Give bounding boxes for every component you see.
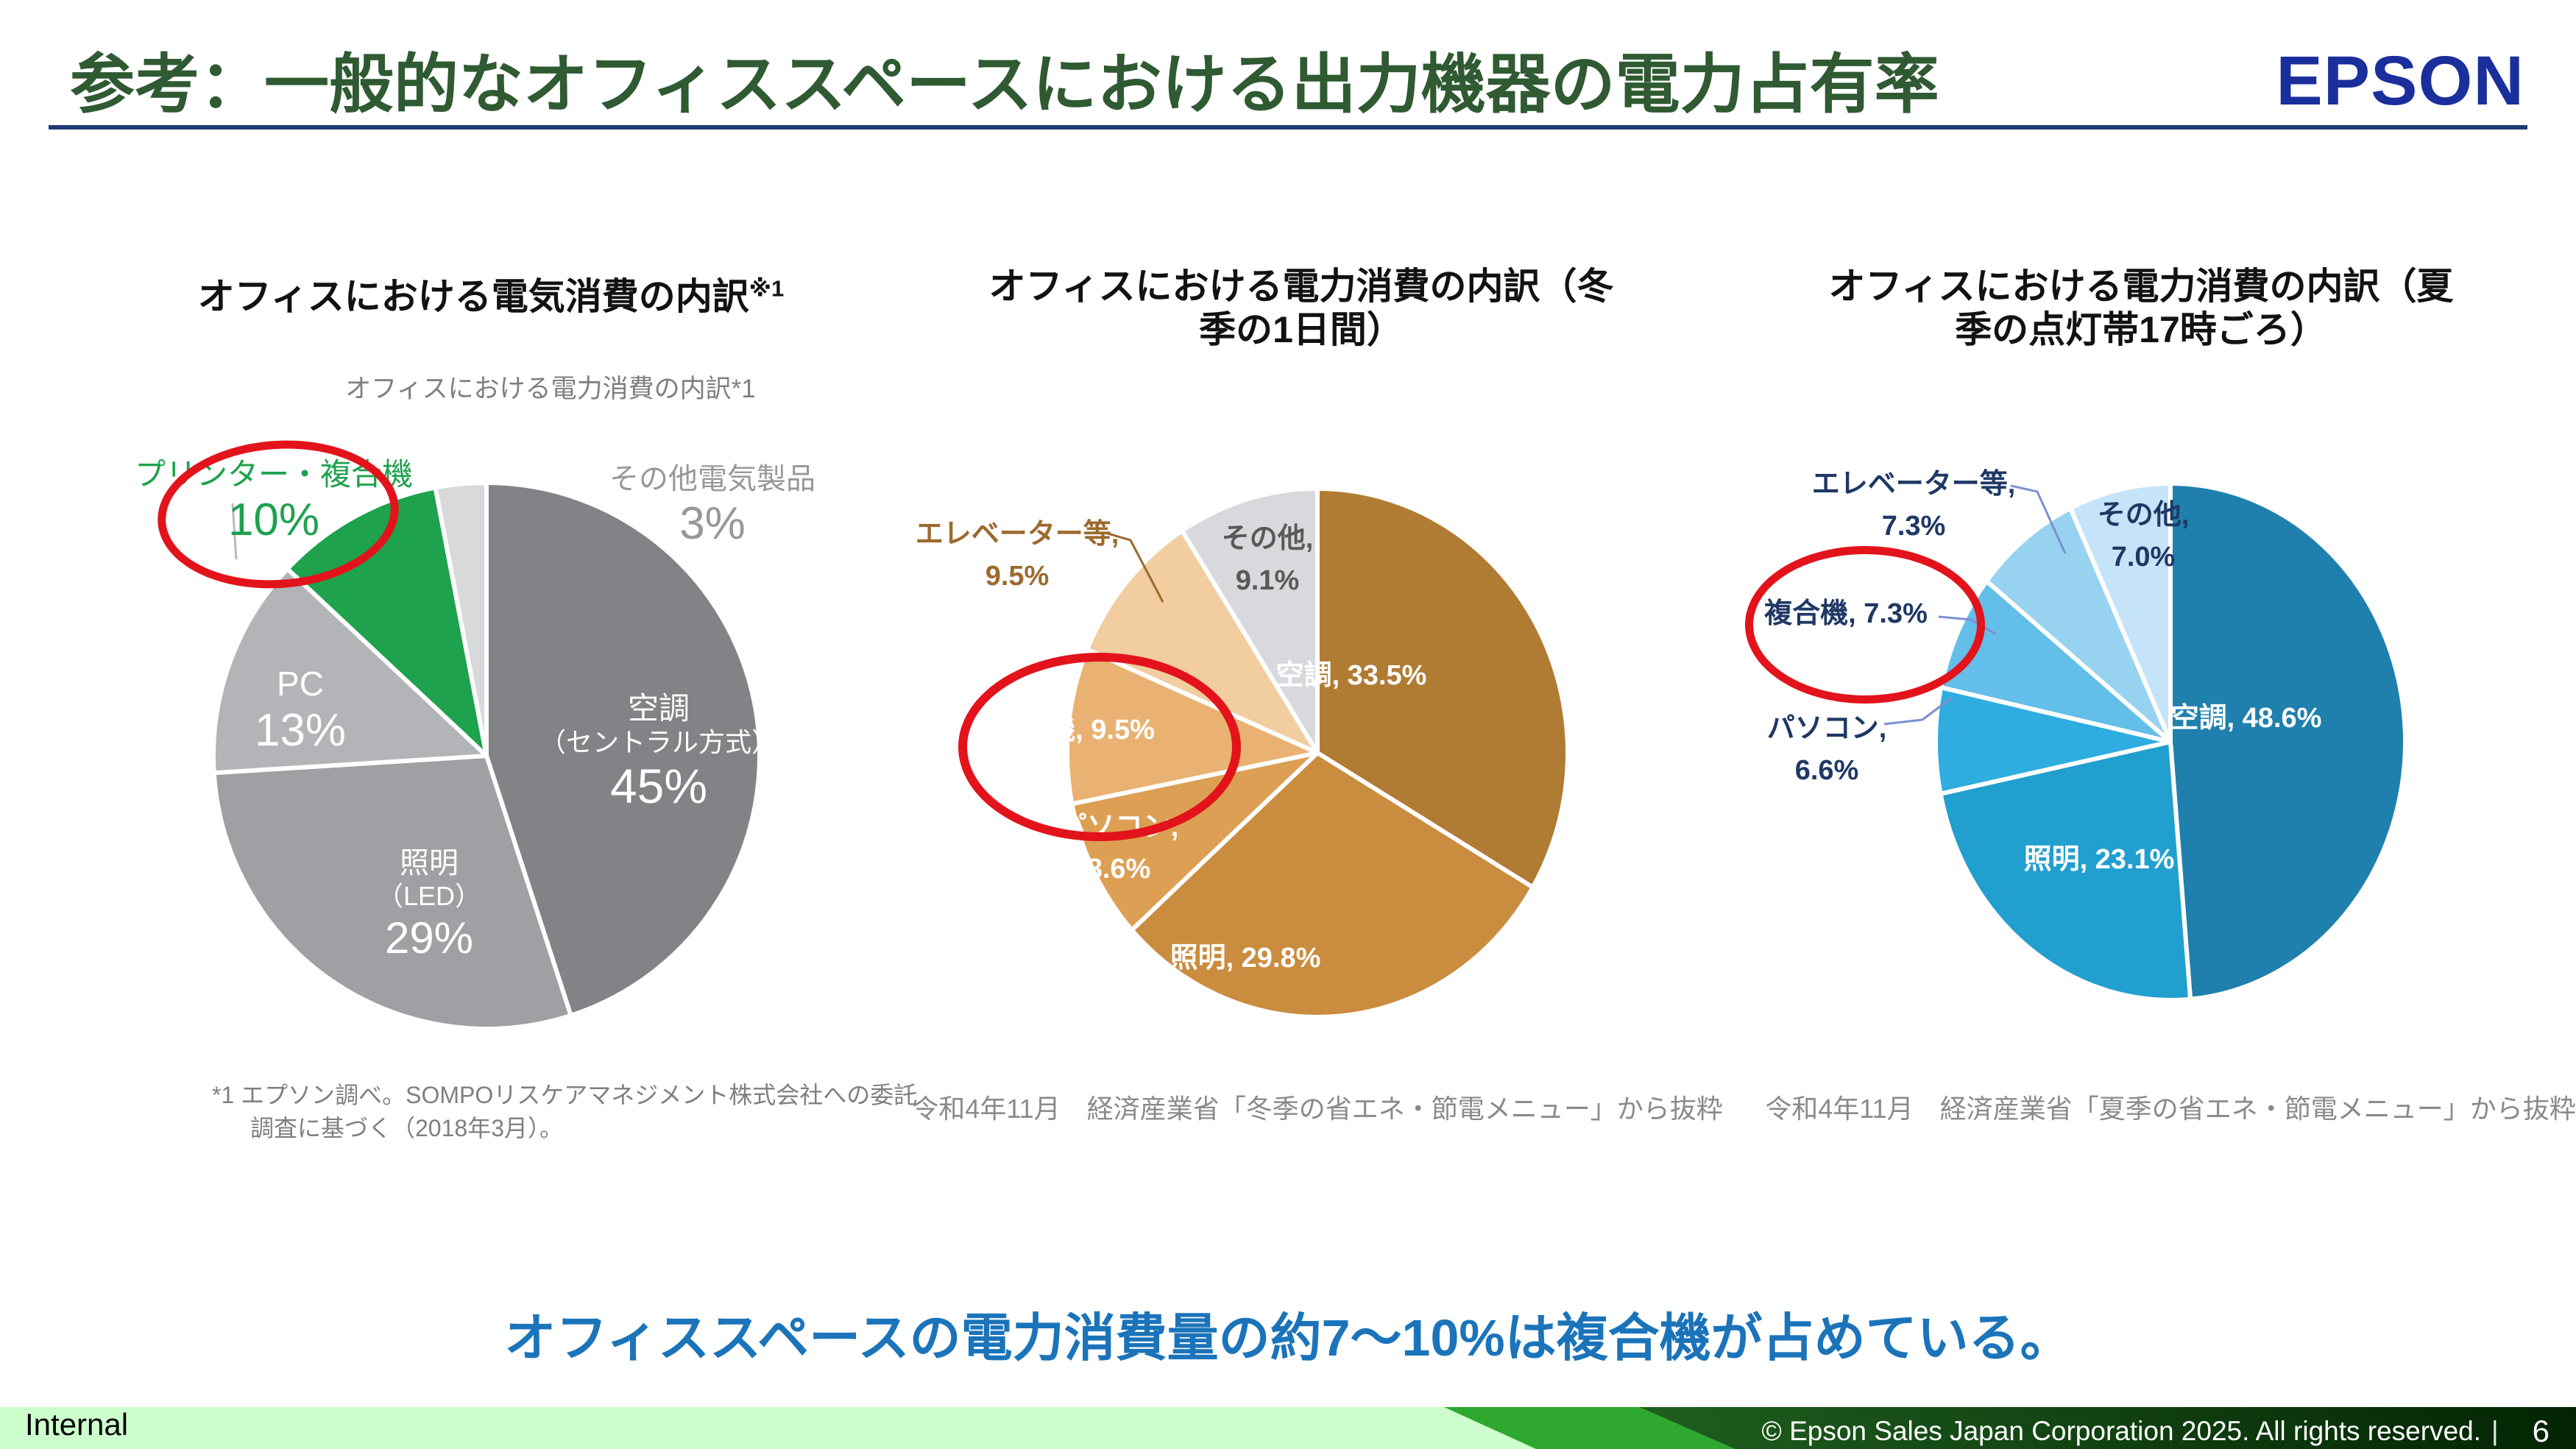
chart-1-label-aircon-line: 空調 [627,691,690,726]
chart3-title-line1: オフィスにおける電力消費の内訳（夏 [1828,266,2454,307]
chart-2-label-other-line: 9.1% [1235,565,1300,596]
chart-3-label-pc-line: 6.6% [1794,755,1859,786]
chart-2-label-aircon-line: 空調, 33.5% [1275,660,1427,691]
chart-2-leader-line-0 [1105,531,1164,603]
chart-2-label-elevator-line: 9.5% [985,561,1050,592]
chart-3-label-pc: パソコン, 6.6% [1767,708,1887,792]
chart-1-label-aircon-line: 45% [609,759,708,814]
chart1-footnote: *1 エプソン調べ。SOMPOリスケアマネジメント株式会社への委託 調査に基づく… [212,1079,917,1145]
chart-3-label-pc-line: パソコン, [1766,713,1887,744]
chart-2-label-elevator: エレベーター等, 9.5% [916,514,1119,598]
chart-3-pie [1883,481,2407,1003]
chart-1-label-printer-mfp-line: 10% [227,494,320,545]
chart-1-label-pc-line: PC [277,665,324,703]
chart-2-label-pc-line: 8.6% [1086,854,1151,885]
title-underline [49,125,2527,130]
footer-band [0,1407,2576,1449]
footer-copyright: © Epson Sales Japan Corporation 2025. Al… [1762,1414,2550,1449]
chart-1-slice-lighting [211,754,573,1031]
chart-3-slice-aircon [2168,481,2407,1002]
chart-3-label-lighting-line: 照明, 23.1% [2023,844,2175,875]
chart-1-slice-aircon [484,481,762,1018]
chart2-title-line2: 季の1日間） [1199,309,1404,350]
chart-1-label-other-line: その他電気製品 [609,463,815,495]
chart1-subtitle: オフィスにおける電力消費の内訳*1 [345,375,756,403]
chart-1-label-aircon-line: （セントラル方式） [539,726,779,757]
chart-2-label-other: その他, 9.1% [1222,518,1314,602]
chart-2-slice-aircon [1315,486,1570,890]
chart-1-label-lighting-line: 照明 [399,847,459,879]
chart-1-label-lighting-line: 29% [384,913,474,963]
chart2-title-line1: オフィスにおける電力消費の内訳（冬 [988,266,1614,307]
chart-3-slice-other [2068,481,2173,744]
footer-bright-green-stripe [1444,1407,1735,1449]
chart-1-label-pc: PC 13% [255,664,346,757]
chart-2-label-lighting-line: 照明, 29.8% [1170,943,1321,974]
chart-1-slice-printer-mfp [285,485,489,758]
chart-3-slice-elevator [1984,506,2173,744]
chart-3-label-elevator: エレベーター等, 7.3% [1812,464,2016,548]
chart1-title: オフィスにおける電気消費の内訳※1 [198,275,784,319]
copyright-text: © Epson Sales Japan Corporation 2025. Al… [1761,1416,2482,1446]
chart-2-label-elevator-line: エレベーター等, [915,519,1119,550]
chart-2-label-aircon: 空調, 33.5% [1276,655,1427,697]
chart2-title: オフィスにおける電力消費の内訳（冬 季の1日間） [989,265,1614,352]
chart-1-label-other-line: 3% [679,498,746,550]
chart-1-slice-pc [211,567,489,776]
chart3-source: 令和4年11月 経済産業省「夏季の省エネ・節電メニュー」から抜粋 [1765,1094,2576,1124]
highlight-ellipse-mfp-winter [958,653,1241,841]
chart-2-slice-lighting [1129,751,1535,1019]
chart3-title: オフィスにおける電力消費の内訳（夏 季の点灯帯17時ごろ） [1829,265,2454,352]
chart-2-slice-elevator [1085,528,1320,755]
chart-3-label-other-line: 7.0% [2111,542,2176,573]
chart-3-slice-pc [1933,685,2173,796]
chart2-source: 令和4年11月 経済産業省「冬季の省エネ・節電メニュー」から抜粋 [912,1094,1723,1124]
chart-3-label-other-line: その他, [2097,500,2190,531]
chart1-title-text: オフィスにおける電気消費の内訳 [197,276,749,317]
key-message: オフィススペースの電力消費量の約7～10%は複合機が占めている。 [504,1309,2072,1367]
chart-3-leader-line-1 [1883,696,1953,726]
chart-1-label-other: その他電気製品 3% [609,462,815,550]
chart1-footnote-line1: *1 エプソン調べ。SOMPOリスケアマネジメント株式会社への委託 [212,1082,918,1108]
chart-3-leader-line-0 [2010,484,2067,554]
chart-3-label-aircon: 空調, 48.6% [2171,698,2322,740]
chart-1-slice-other [433,481,489,758]
chart-3-label-lighting: 照明, 23.1% [2024,839,2175,881]
epson-logo: EPSON [2276,42,2524,120]
chart-1-label-aircon: 空調 （セントラル方式） 45% [539,690,778,815]
chart-1-label-printer-mfp-line: プリンター・複合機 [134,457,414,492]
chart-1-label-lighting-line: （LED） [376,881,482,912]
chart-3-label-other: その他, 7.0% [2098,495,2190,578]
chart-1-label-printer-mfp: プリンター・複合機 10% [135,456,413,547]
chart-2-label-lighting: 照明, 29.8% [1170,938,1321,979]
page-title: 参考：一般的なオフィススペースにおける出力機器の電力占有率 [70,48,1939,121]
chart-3-label-elevator-line: 7.3% [1881,511,1946,542]
page-number: 6 [2532,1414,2550,1448]
chart-2-slice-other [1180,486,1320,755]
chart-3-label-elevator-line: エレベーター等, [1811,469,2016,500]
chart3-title-line2: 季の点灯帯17時ごろ） [1955,309,2327,350]
chart1-title-sup: ※1 [749,275,785,302]
chart-3-slice-lighting [1938,740,2193,1003]
classification-label: Internal [25,1407,129,1442]
chart-1-label-lighting: 照明 （LED） 29% [377,846,481,964]
footer-dark-green-stripe [1639,1407,2576,1449]
chart-2-label-other-line: その他, [1221,523,1314,554]
highlight-ellipse-mfp-summer [1745,546,1985,704]
chart-1-pie [211,481,762,1031]
chart1-footnote-line2: 調査に基づく（2018年3月）。 [250,1114,563,1141]
chart-1-label-pc-line: 13% [254,705,347,757]
chart-1-leader-line-0 [231,503,238,560]
footer-divider: | [2491,1416,2499,1446]
chart-3-label-aircon-line: 空調, 48.6% [2170,703,2322,734]
